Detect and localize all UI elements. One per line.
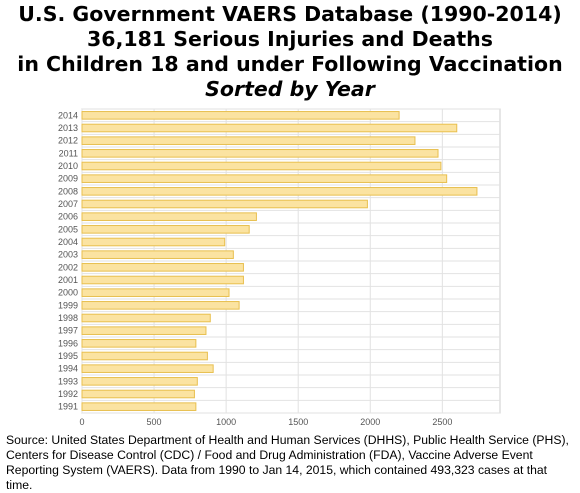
- y-tick-label: 2004: [58, 237, 78, 247]
- y-tick-label: 2000: [58, 288, 78, 298]
- y-tick-label: 1995: [58, 351, 78, 361]
- bar-2006: [81, 212, 257, 221]
- x-tick-label: 500: [147, 417, 162, 427]
- bar-2013: [81, 123, 458, 133]
- y-tick-label: 1998: [58, 313, 78, 323]
- title-line-1: U.S. Government VAERS Database (1990-201…: [18, 2, 562, 26]
- y-tick-label: 1992: [58, 389, 78, 399]
- y-tick-label: 2006: [58, 212, 78, 222]
- x-tick-label: 2500: [432, 417, 452, 427]
- bar-2003: [81, 250, 234, 259]
- y-tick-label: 2002: [58, 262, 78, 272]
- bar-2014: [81, 111, 400, 120]
- y-tick-label: 2007: [58, 199, 78, 209]
- x-tick-label: 2000: [360, 417, 380, 427]
- y-tick-label: 2011: [59, 148, 78, 158]
- bar-2000: [81, 288, 230, 297]
- bar-2010: [81, 161, 442, 171]
- bar-1992: [81, 389, 195, 399]
- x-tick-label: 1500: [288, 417, 308, 427]
- bar-2007: [81, 199, 368, 209]
- bar-1998: [81, 313, 211, 323]
- y-tick-label: 2009: [58, 174, 78, 184]
- y-tick-label: 1999: [58, 300, 78, 310]
- bar-1999: [81, 301, 240, 310]
- title-line-2: 36,181 Serious Injuries and Deaths: [87, 27, 493, 51]
- y-tick-label: 1991: [58, 402, 78, 412]
- x-tick-label: 1000: [216, 417, 236, 427]
- bar-1997: [81, 326, 207, 335]
- bar-chart: 2014 2013 2012 2011 2010 2009 2008 2007 2006 2005…: [58, 108, 501, 427]
- y-tick-label: 2005: [58, 224, 78, 234]
- y-tick-label: 2001: [58, 275, 78, 285]
- bar-1996: [81, 339, 197, 348]
- bar-2004: [81, 237, 226, 247]
- bar-1995: [81, 351, 208, 361]
- source-note: Source: United States Department of Heal…: [6, 433, 569, 492]
- bar-2012: [81, 136, 416, 145]
- bar-1994: [81, 364, 214, 373]
- title-line-3: in Children 18 and under Following Vacci…: [17, 52, 563, 76]
- bar-2002: [81, 263, 244, 272]
- y-tick-label: 2003: [58, 250, 78, 260]
- bar-2001: [81, 275, 244, 285]
- y-tick-label: 1996: [58, 338, 78, 348]
- title-line-4: Sorted by Year: [205, 77, 375, 101]
- x-tick-label: 0: [79, 417, 84, 427]
- bar-2005: [81, 225, 250, 234]
- y-tick-label: 1997: [58, 326, 78, 336]
- bar-2008: [81, 187, 478, 196]
- y-tick-label: 2010: [58, 161, 78, 171]
- bar-1991: [81, 402, 197, 411]
- bar-2011: [81, 149, 439, 158]
- y-tick-label: 2014: [58, 110, 78, 120]
- chart-title: U.S. Government VAERS Database (1990-201…: [0, 2, 580, 102]
- bar-2009: [81, 174, 448, 183]
- bar-1993: [81, 377, 198, 386]
- y-tick-label: 2012: [58, 136, 78, 146]
- y-tick-label: 1993: [58, 376, 78, 386]
- y-tick-label: 2008: [58, 186, 78, 196]
- y-tick-label: 1994: [58, 364, 78, 374]
- y-tick-label: 2013: [58, 123, 78, 133]
